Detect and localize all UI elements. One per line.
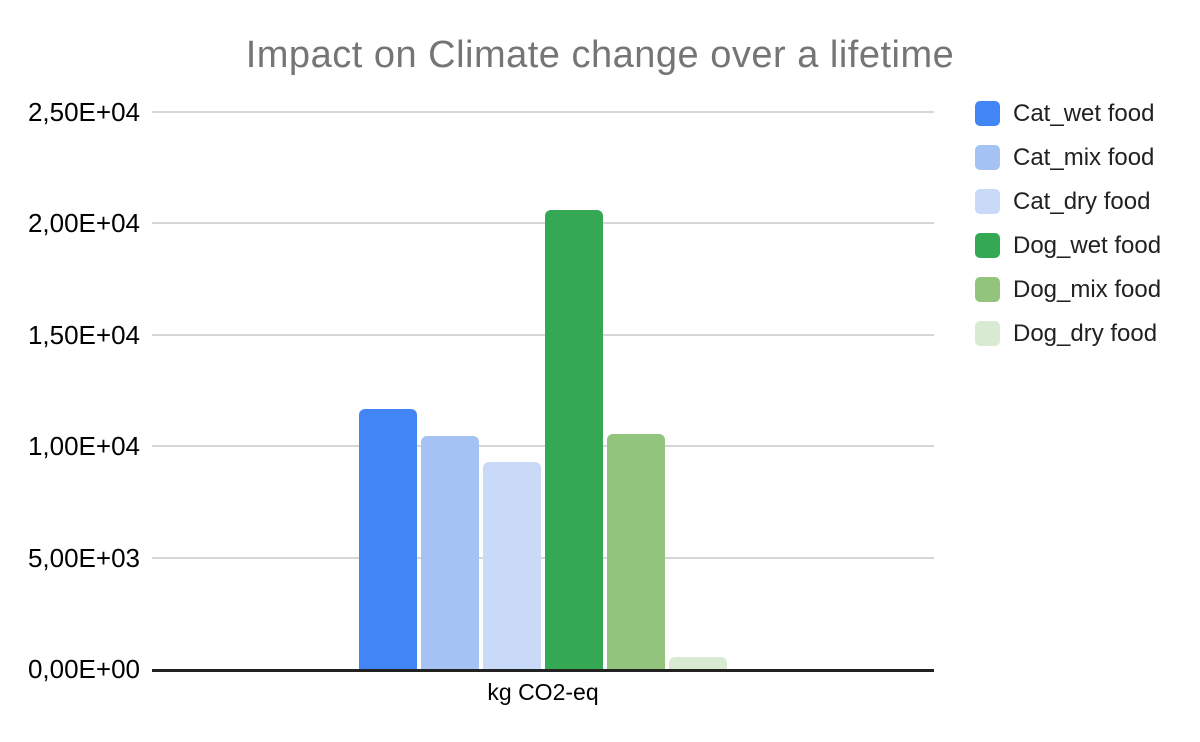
gridline [152,556,934,559]
legend-swatch-dog-mix-food [975,277,1000,302]
bar-cat-dry-food [483,462,541,669]
y-axis-tick-label: 2,00E+04 [27,208,140,239]
plot-area [152,111,934,672]
legend-label: Dog_mix food [1013,276,1162,303]
legend-swatch-dog-wet-food [975,233,1000,258]
bar-dog-wet-food [545,210,603,669]
legend-label: Dog_dry food [1013,320,1158,347]
gridline [152,333,934,336]
bar-cat-wet-food [359,409,417,669]
y-axis-tick-label: 1,50E+04 [27,319,140,350]
legend-swatch-cat-wet-food [975,101,1000,126]
legend-label: Cat_mix food [1013,144,1155,171]
y-axis-tick-label: 2,50E+04 [27,97,140,127]
bar-dog-mix-food [607,434,665,669]
bar-dog-dry-food [669,657,727,669]
bar-cat-mix-food [421,436,479,669]
legend: Cat_wet food Cat_mix food Cat_dry food Dog_… [975,101,1161,365]
legend-swatch-cat-mix-food [975,145,1000,170]
x-axis-label: kg CO2-eq [487,679,599,705]
legend-item-dog-mix-food: Dog_mix food [975,277,1161,302]
legend-label: Cat_dry food [1013,188,1151,215]
y-axis-tick-label: 5,00E+03 [27,542,140,573]
legend-label: Dog_wet food [1013,232,1162,259]
legend-item-cat-mix-food: Cat_mix food [975,145,1161,170]
legend-swatch-cat-dry-food [975,189,1000,214]
gridline [152,222,934,225]
y-axis-tick-label: 0,00E+00 [27,654,140,684]
legend-item-dog-dry-food: Dog_dry food [975,321,1161,346]
legend-label: Cat_wet food [1013,100,1155,127]
legend-item-cat-wet-food: Cat_wet food [975,101,1161,126]
gridline [152,445,934,448]
y-axis-tick-label: 1,00E+04 [27,431,140,462]
legend-item-cat-dry-food: Cat_dry food [975,189,1161,214]
gridline [152,111,934,113]
legend-item-dog-wet-food: Dog_wet food [975,233,1161,258]
legend-swatch-dog-dry-food [975,321,1000,346]
chart-title: Impact on Climate change over a lifetime [245,34,955,76]
